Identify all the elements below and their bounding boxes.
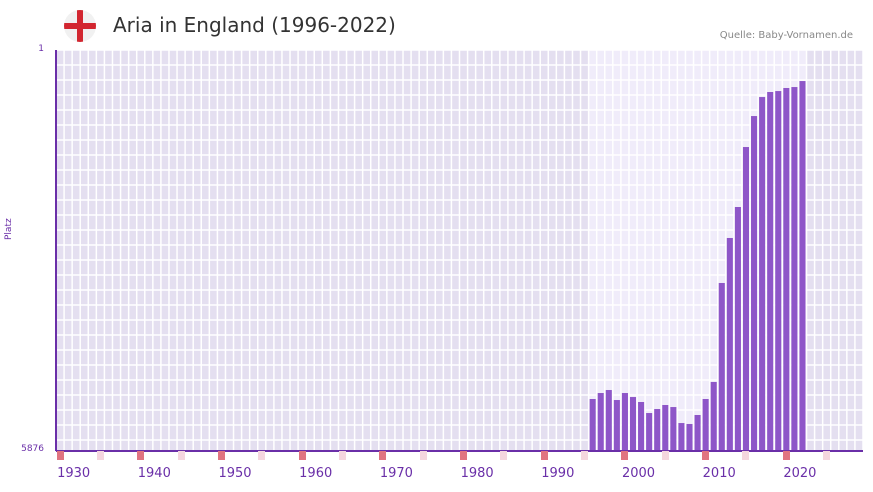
england-flag-icon (64, 10, 96, 42)
year-marker (621, 451, 629, 460)
year-marker (500, 451, 508, 460)
bar-2011 (718, 282, 725, 450)
bar-2010 (710, 381, 717, 450)
year-marker (540, 451, 548, 460)
year-marker (177, 451, 185, 460)
year-marker (742, 451, 750, 460)
y-tick-top: 1 (38, 44, 44, 54)
year-marker (258, 451, 266, 460)
y-axis-label: Platz (4, 218, 14, 240)
bar-2017 (767, 92, 774, 450)
x-tick-1960: 1960 (299, 466, 333, 481)
year-marker (661, 451, 669, 460)
bar-2019 (783, 87, 790, 450)
plot-area (56, 50, 863, 450)
bar-2004 (662, 404, 669, 450)
year-marker (338, 451, 346, 460)
year-marker (702, 451, 710, 460)
bar-1995 (589, 399, 596, 450)
source-label: Quelle: Baby-Vornamen.de (719, 30, 853, 41)
year-marker (782, 451, 790, 460)
bar-2007 (686, 423, 693, 450)
bar-2000 (629, 397, 637, 450)
year-marker (56, 451, 64, 460)
x-tick-1980: 1980 (460, 466, 494, 481)
bar-2003 (654, 409, 661, 450)
y-tick-bottom: 5876 (21, 444, 44, 454)
x-tick-2000: 2000 (621, 466, 656, 481)
bar-2005 (670, 407, 677, 450)
bar-1997 (605, 390, 612, 450)
year-marker (298, 451, 306, 460)
bar-2002 (646, 413, 653, 450)
year-marker (217, 451, 225, 460)
x-tick-2010: 2010 (702, 466, 736, 481)
bar-2013 (734, 207, 741, 450)
bar-2016 (759, 97, 766, 450)
bar-2021 (799, 81, 806, 450)
year-marker (581, 451, 589, 460)
bar-2018 (775, 91, 782, 450)
bar-2014 (742, 147, 750, 450)
bar-2006 (678, 423, 685, 450)
x-tick-1930: 1930 (57, 466, 91, 481)
year-marker (419, 451, 427, 460)
x-tick-2020: 2020 (783, 466, 817, 481)
bar-1998 (613, 400, 620, 450)
x-tick-1950: 1950 (218, 466, 252, 481)
year-marker (137, 451, 145, 460)
chart-title: Aria in England (1996-2022) (113, 13, 396, 37)
year-marker (460, 451, 467, 460)
y-axis (55, 50, 57, 451)
bar-1996 (597, 393, 604, 450)
x-tick-1990: 1990 (541, 466, 575, 481)
year-marker (823, 451, 831, 460)
bar-2001 (638, 402, 645, 450)
x-axis (56, 450, 863, 452)
year-marker (96, 451, 104, 460)
year-marker (379, 451, 387, 460)
bar-2015 (751, 116, 758, 450)
bar-2008 (694, 415, 701, 450)
bar-2012 (726, 237, 733, 450)
bar-2009 (702, 399, 709, 450)
bar-2020 (791, 87, 798, 450)
x-tick-1940: 1940 (137, 466, 171, 481)
bar-1999 (621, 393, 628, 450)
x-tick-1970: 1970 (379, 466, 413, 481)
